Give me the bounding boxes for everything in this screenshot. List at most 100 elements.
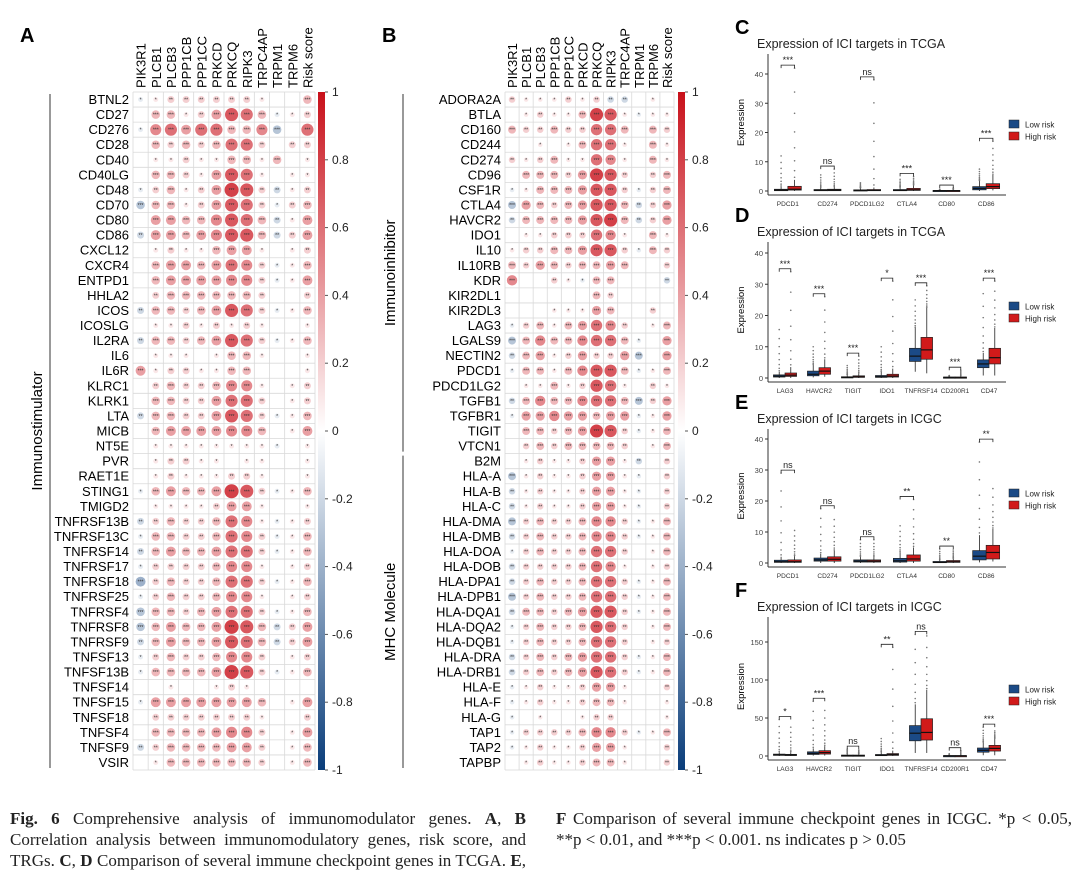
significance-stars: *: [638, 730, 640, 736]
correlation-dot: [523, 458, 529, 464]
outlier-point: [952, 550, 955, 553]
correlation-dot: [590, 139, 603, 151]
significance-stars: *: [261, 595, 263, 601]
significance-stars: ***: [650, 233, 656, 239]
legend-label-low-risk: Low risk: [1025, 121, 1055, 130]
y-tick-label: 0: [759, 374, 763, 383]
correlation-dot: [138, 533, 144, 539]
correlation-dot: [651, 686, 654, 689]
correlation-dot: [577, 652, 588, 662]
correlation-dot: [566, 504, 571, 509]
significance-stars: ***: [229, 173, 235, 179]
correlation-dot: [637, 234, 640, 237]
significance-stars: **: [169, 474, 173, 480]
correlation-dot: [151, 336, 161, 345]
correlation-dot: [536, 156, 544, 164]
correlation-dot: [578, 517, 587, 526]
correlation-dot: [258, 337, 266, 345]
correlation-dot: [291, 716, 294, 719]
correlation-dot: [229, 443, 235, 449]
column-label: PRKCD: [209, 42, 224, 88]
outlier-point: [891, 342, 894, 345]
significance-stars: ***: [580, 399, 586, 405]
correlation-dot: [212, 245, 221, 255]
x-tick-label: CD47: [981, 388, 998, 395]
correlation-dot: [259, 714, 265, 720]
outlier-point: [778, 352, 781, 355]
correlation-dot: [244, 443, 250, 449]
correlation-dot: [167, 472, 175, 480]
significance-stars: ***: [636, 354, 642, 360]
significance-stars: ***: [244, 655, 250, 661]
correlation-dot: [511, 761, 513, 764]
significance-stars: **: [552, 565, 556, 571]
significance-stars: *: [306, 459, 308, 465]
correlation-dot: [567, 716, 570, 719]
significance-stars: **: [510, 655, 514, 661]
row-label: TAP1: [469, 725, 501, 740]
correlation-dot: [151, 411, 161, 421]
outlier-point: [812, 743, 815, 746]
significance-stars: ***: [244, 143, 250, 149]
outlier-point: [993, 290, 996, 292]
correlation-dot: [523, 232, 529, 238]
correlation-dot: [536, 592, 545, 601]
row-label: ADORA2A: [439, 92, 501, 107]
significance-stars: ***: [537, 369, 543, 375]
correlation-dot: [536, 622, 545, 631]
significance-stars: **: [623, 595, 627, 601]
significance-stars: **: [199, 384, 203, 390]
correlation-dot: [181, 637, 191, 647]
row-label: KIR2DL3: [448, 303, 501, 318]
significance-stars: ***: [594, 595, 600, 601]
correlation-dot: [509, 247, 515, 253]
outlier-point: [914, 305, 917, 307]
significance-stars: *: [140, 188, 142, 194]
outlier-point: [914, 683, 917, 686]
correlation-dot: [580, 157, 585, 163]
correlation-dot: [302, 230, 313, 241]
correlation-dot: [580, 278, 585, 283]
caption-text-segment: Comprehensive analysis of immunomodulato…: [59, 809, 485, 828]
significance-stars: *: [170, 444, 172, 450]
significance-stars: *: [276, 444, 278, 450]
significance-stars: *: [261, 474, 263, 480]
correlation-dot: [183, 112, 189, 118]
correlation-dot: [241, 425, 253, 437]
outlier-point: [793, 554, 796, 557]
significance-stars: *: [155, 158, 157, 164]
outlier-point: [938, 550, 941, 553]
correlation-dot: [577, 170, 588, 180]
significance-stars: **: [665, 745, 669, 751]
correlation-dot: [551, 760, 557, 765]
correlation-dot: [536, 563, 544, 570]
row-label: HLA-DQA2: [436, 619, 501, 634]
correlation-dot: [226, 425, 238, 437]
correlation-dot: [593, 352, 600, 359]
significance-stars: **: [154, 384, 158, 390]
colorbar-tick-label: 0.8: [692, 153, 709, 167]
correlation-dot: [663, 126, 671, 133]
significance-stars: ***: [580, 414, 586, 420]
correlation-dot: [579, 759, 586, 766]
column-label: RIPK3: [604, 50, 619, 88]
correlation-dot: [622, 142, 628, 148]
significance-stars: *: [185, 504, 187, 510]
significance-stars: ***: [244, 158, 250, 164]
outlier-point: [823, 347, 826, 350]
correlation-dot: [241, 245, 252, 256]
significance-stars: ***: [304, 670, 310, 676]
correlation-dot: [621, 442, 628, 450]
outlier-point: [778, 367, 781, 370]
significance-stars: ***: [537, 534, 543, 540]
correlation-dot: [511, 113, 513, 116]
correlation-dot: [303, 667, 312, 677]
outlier-point: [891, 299, 894, 301]
significance-stars: **: [245, 715, 249, 721]
correlation-dot: [577, 320, 588, 331]
outlier-point: [899, 550, 901, 553]
significance-stars: ***: [153, 489, 159, 495]
significance-stars: *: [567, 113, 569, 119]
correlation-dot: [650, 654, 656, 660]
correlation-dot: [289, 579, 295, 585]
